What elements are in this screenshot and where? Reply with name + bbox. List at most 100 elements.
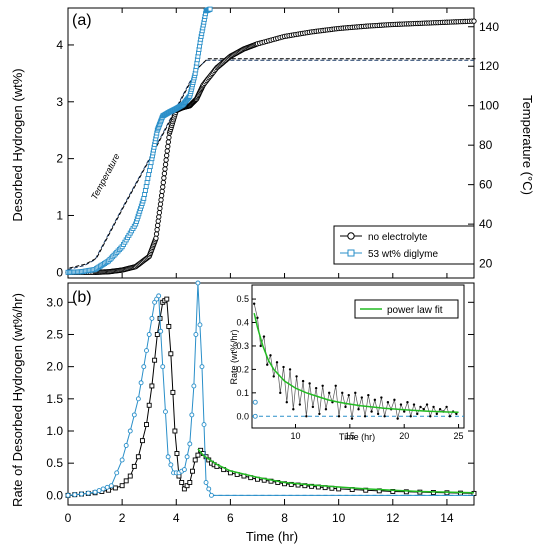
panel-b-point-no-electrolyte xyxy=(184,483,190,489)
panel-a-point-diglyme xyxy=(207,6,213,12)
panel-b-ytick-label: 0.0 xyxy=(46,488,63,502)
inset-data-point xyxy=(298,403,302,406)
panel-a-ytick-label: 2 xyxy=(56,152,63,166)
panel-b-point-diglyme xyxy=(209,492,214,498)
panel-a-point-no-electrolyte xyxy=(160,184,166,190)
inset-data-point xyxy=(324,408,328,411)
inset-data-point xyxy=(256,316,259,320)
panel-b-point-no-electrolyte xyxy=(179,480,185,485)
inset-data-point xyxy=(285,401,288,404)
panel-b-ytick-label: 3.0 xyxy=(46,295,63,309)
panel-b-point-diglyme xyxy=(201,422,207,428)
legend-inset-frame xyxy=(354,299,459,319)
panel-b-point-no-electrolyte xyxy=(112,485,118,491)
inset-data-point xyxy=(288,368,292,371)
inset-xtick-label: 25 xyxy=(454,431,464,441)
inset-data-point xyxy=(383,415,386,418)
inset-data-point xyxy=(292,408,295,411)
inset-data-point xyxy=(367,393,370,397)
panel-a-point-diglyme xyxy=(146,172,152,177)
inset-ytick-label: 0.1 xyxy=(236,388,249,398)
panel-b-point-no-electrolyte xyxy=(181,486,187,492)
inset-data-point xyxy=(429,415,432,418)
inset-diglyme-point xyxy=(252,413,258,419)
inset-ytick-label: 0.4 xyxy=(236,318,249,328)
panel-a-point-diglyme xyxy=(148,160,154,166)
inset-xtick-label: 15 xyxy=(345,431,355,441)
inset-ytick-label: 0.0 xyxy=(236,411,249,421)
panel-b-point-diglyme xyxy=(79,491,84,497)
panel-a-point-diglyme xyxy=(143,184,149,189)
panel-b-point-no-electrolyte xyxy=(170,389,176,395)
legend-a: no electrolyte 53 wt% diglyme xyxy=(333,225,475,265)
panel-a-point-no-electrolyte xyxy=(158,192,165,199)
panel-b-point-no-electrolyte xyxy=(166,323,172,329)
panel-a-point-no-electrolyte xyxy=(159,188,165,194)
inset-xlabel: Time (hr) xyxy=(339,432,375,442)
panel-a-point-diglyme xyxy=(142,188,148,193)
inset-xtick-label: 20 xyxy=(399,431,409,441)
panel-b-point-no-electrolyte xyxy=(192,457,198,463)
panel-b-point-diglyme xyxy=(181,467,187,473)
panel-b-point-diglyme xyxy=(187,441,193,447)
panel-a-point-diglyme xyxy=(141,195,147,201)
panel-a-ytick-label: 1 xyxy=(56,208,63,222)
panel-b-point-no-electrolyte xyxy=(195,452,201,458)
temperature-trace xyxy=(69,58,476,269)
panel-b: 0.0 0.5 1.0 1.5 2.0 2.5 3.0 0 2 4 6 8 10 12 14 xyxy=(46,280,477,525)
panel-b-ytick-label: 2.0 xyxy=(46,360,63,374)
inset-data-point xyxy=(252,302,256,305)
panel-b-xlabel: Time (hr) xyxy=(246,529,298,544)
panel-b-xtick-label: 6 xyxy=(227,511,234,525)
panel-a-y2tick-label: 140 xyxy=(479,20,499,34)
panel-b-point-no-electrolyte xyxy=(168,351,174,357)
inset-data-point xyxy=(432,405,435,409)
inset-data-point xyxy=(396,417,399,420)
inset-data-point xyxy=(341,391,344,395)
inset-data-point xyxy=(350,417,354,420)
inset-data-point xyxy=(279,391,282,395)
inset-data-point xyxy=(386,401,390,404)
inset-data-point xyxy=(344,405,347,409)
inset-data-point xyxy=(282,365,285,369)
panel-a-series-line xyxy=(67,8,211,273)
panel-a-point-no-electrolyte xyxy=(162,166,168,172)
panel-b-point-diglyme xyxy=(135,396,141,402)
inset-data-point xyxy=(327,391,331,395)
panel-a-ytick-label: 0 xyxy=(56,265,63,279)
panel-b-point-no-electrolyte xyxy=(131,463,137,469)
panel-a-y2tick-label: 120 xyxy=(479,59,499,73)
panel-b-point-diglyme xyxy=(160,364,166,370)
inset-data-point xyxy=(455,412,458,416)
legend-inset: power law fit xyxy=(354,299,459,319)
inset-data-point xyxy=(376,412,380,416)
panel-b-point-diglyme xyxy=(193,332,199,337)
panel-b-point-diglyme xyxy=(100,486,106,492)
panel-b-point-diglyme xyxy=(141,364,147,370)
inset-data-point xyxy=(272,375,275,378)
panel-b-point-diglyme xyxy=(131,412,137,418)
panel-b-ytick-label: 0.5 xyxy=(46,456,63,470)
panel-a-label: (a) xyxy=(72,12,92,29)
panel-a-point-diglyme xyxy=(145,176,151,181)
panel-b-point-no-electrolyte xyxy=(123,478,129,484)
inset-ytick-label: 0.5 xyxy=(236,294,249,304)
panel-b-point-diglyme xyxy=(197,322,203,328)
inset-data-point xyxy=(314,386,318,390)
panel-a-point-no-electrolyte xyxy=(165,143,171,150)
inset-data-point xyxy=(412,403,416,406)
legend-a-label-0: no electrolyte xyxy=(368,232,428,243)
inset-data-point xyxy=(438,408,442,411)
panel-a-y2tick-label: 40 xyxy=(479,217,493,231)
panel-b-point-diglyme xyxy=(168,462,174,468)
panel-a-point-no-electrolyte xyxy=(166,134,172,141)
panel-b-xtick-label: 8 xyxy=(281,511,288,525)
inset-data-point xyxy=(406,401,409,404)
panel-b-point-no-electrolyte xyxy=(119,483,125,489)
panel-a-point-no-electrolyte xyxy=(161,175,167,181)
inset-data-point xyxy=(409,415,412,418)
legend-a-frame xyxy=(333,225,475,265)
inset-fit-line xyxy=(253,312,459,414)
inset-ylabel: Rate (wt%/hr) xyxy=(229,329,239,384)
panel-b-point-diglyme xyxy=(146,332,152,337)
